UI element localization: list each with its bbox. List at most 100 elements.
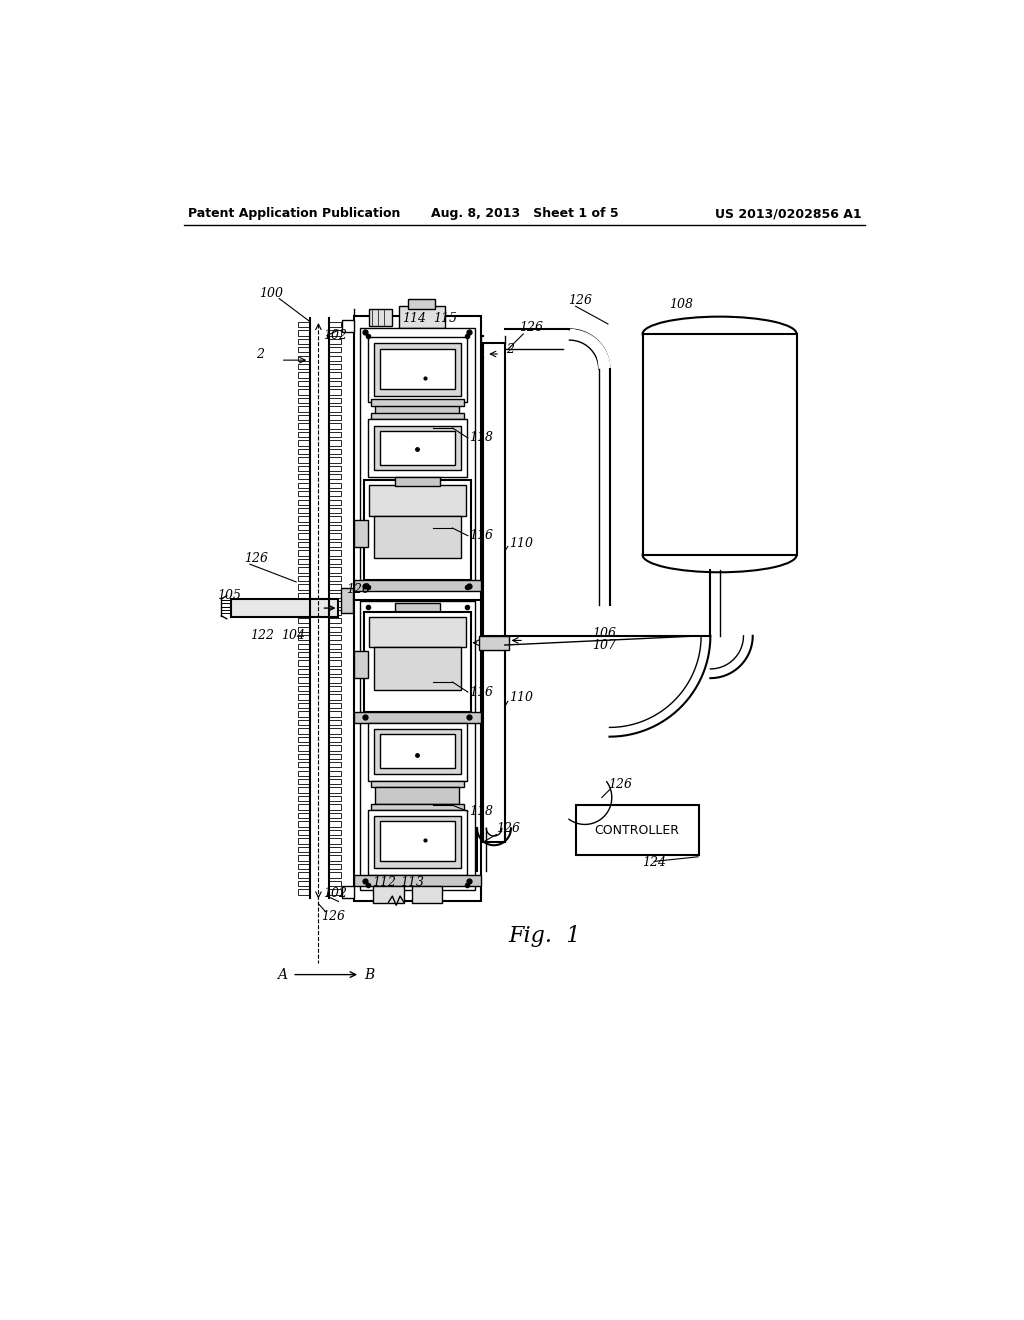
Bar [370,484,466,516]
Bar [298,576,310,581]
Bar [330,694,341,700]
Text: US 2013/0202856 A1: US 2013/0202856 A1 [716,207,862,220]
Bar [330,389,341,395]
Bar [371,400,464,405]
Bar [575,805,698,855]
Bar [341,589,353,612]
Bar [330,863,341,869]
Bar [298,525,310,531]
Bar [298,441,310,446]
Bar [370,616,466,647]
Bar [354,875,481,886]
Text: 2: 2 [256,348,264,362]
Bar [330,873,341,878]
Text: CONTROLLER: CONTROLLER [595,824,680,837]
Text: 2: 2 [506,343,514,356]
Bar [398,306,444,327]
Bar [298,397,310,404]
Bar [643,334,797,554]
Bar [330,729,341,734]
Bar [330,669,341,675]
Bar [371,413,464,420]
Bar [298,593,310,598]
Bar [298,414,310,420]
Bar [298,322,310,327]
Bar [298,543,310,548]
Text: 105: 105 [217,589,241,602]
Bar [373,886,403,903]
Text: 104: 104 [281,630,305,643]
Text: 122: 122 [250,630,273,643]
Bar [298,457,310,462]
Bar [330,543,341,548]
Bar [298,855,310,861]
Bar [330,635,341,640]
Bar [330,466,341,471]
Bar [298,660,310,665]
Text: Patent Application Publication: Patent Application Publication [188,207,400,220]
Bar [298,407,310,412]
Bar [298,711,310,717]
Bar [330,322,341,327]
Text: 114: 114 [402,312,426,325]
Bar [330,660,341,665]
Bar [330,364,341,370]
Bar [330,525,341,531]
Bar [298,719,310,725]
Bar [330,585,341,590]
Bar [298,788,310,793]
Text: 124: 124 [643,857,667,870]
Text: 106: 106 [593,627,616,640]
Bar [354,317,481,902]
Bar [298,804,310,810]
Bar [330,880,341,886]
Bar [330,347,341,352]
Bar [298,466,310,471]
Bar [298,702,310,708]
Bar [330,838,341,843]
Bar [298,601,310,607]
Bar [380,734,455,768]
Bar [408,300,435,309]
Bar [298,890,310,895]
Bar [298,677,310,682]
Bar [298,694,310,700]
Bar [380,821,455,862]
Bar [298,686,310,692]
Bar [330,516,341,521]
Bar [298,627,310,632]
Bar [298,744,310,751]
Bar [298,364,310,370]
Bar [298,449,310,454]
Bar [298,796,310,801]
Bar [371,804,464,809]
Text: 118: 118 [469,805,494,818]
Bar [330,779,341,784]
Bar [298,474,310,479]
Bar [412,886,442,903]
Bar [360,601,475,890]
Bar [330,576,341,581]
Bar [483,649,505,842]
Bar [330,558,341,564]
Bar [298,813,310,818]
Text: 110: 110 [509,537,534,550]
Bar [364,480,471,581]
Bar [330,627,341,632]
Bar [298,372,310,378]
Text: 115: 115 [433,312,457,325]
Bar [330,762,341,767]
Bar [330,610,341,615]
Bar [298,533,310,539]
Text: Aug. 8, 2013   Sheet 1 of 5: Aug. 8, 2013 Sheet 1 of 5 [431,207,618,220]
Text: 126: 126 [568,294,592,308]
Bar [330,686,341,692]
Bar [330,491,341,496]
Bar [330,744,341,751]
Bar [330,508,341,513]
Bar [298,821,310,826]
Bar [330,372,341,378]
Bar [330,677,341,682]
Bar [394,603,440,612]
Bar [230,599,339,618]
